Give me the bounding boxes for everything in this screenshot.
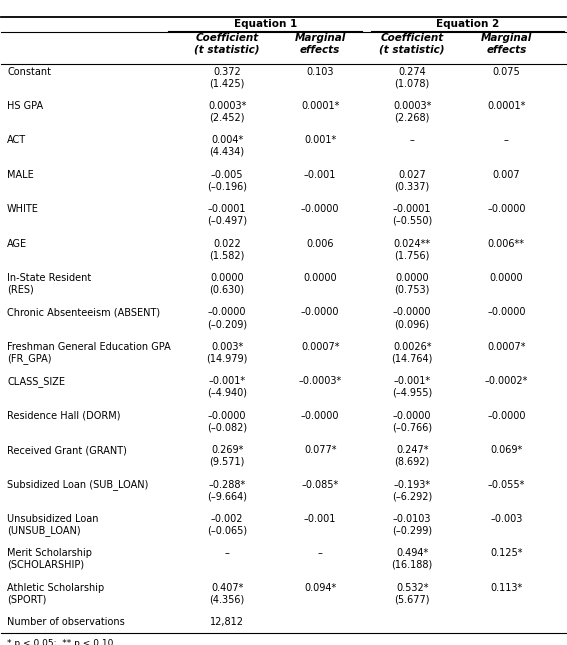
Text: Coefficient
(t statistic): Coefficient (t statistic)	[194, 34, 260, 55]
Text: 0.0001*: 0.0001*	[487, 101, 526, 111]
Text: CLASS_SIZE: CLASS_SIZE	[7, 376, 65, 387]
Text: Chronic Absenteeism (ABSENT): Chronic Absenteeism (ABSENT)	[7, 308, 160, 317]
Text: –0.0000: –0.0000	[301, 204, 340, 214]
Text: –0.085*: –0.085*	[302, 479, 339, 490]
Text: 0.075: 0.075	[493, 66, 521, 77]
Text: 0.027
(0.337): 0.027 (0.337)	[395, 170, 430, 192]
Text: 0.0000
(0.753): 0.0000 (0.753)	[395, 273, 430, 295]
Text: 0.006**: 0.006**	[488, 239, 525, 248]
Text: 0.0007*: 0.0007*	[301, 342, 340, 352]
Text: –0.0001
(–0.497): –0.0001 (–0.497)	[207, 204, 247, 226]
Text: Freshman General Education GPA
(FR_GPA): Freshman General Education GPA (FR_GPA)	[7, 342, 171, 364]
Text: 0.0000: 0.0000	[489, 273, 523, 283]
Text: –0.0003*: –0.0003*	[299, 376, 342, 386]
Text: Equation 1: Equation 1	[234, 19, 297, 28]
Text: Merit Scholarship
(SCHOLARSHIP): Merit Scholarship (SCHOLARSHIP)	[7, 548, 92, 570]
Text: 0.077*: 0.077*	[304, 445, 336, 455]
Text: –0.0000
(–0.209): –0.0000 (–0.209)	[207, 308, 247, 329]
Text: 0.494*
(16.188): 0.494* (16.188)	[392, 548, 433, 570]
Text: Athletic Scholarship
(SPORT): Athletic Scholarship (SPORT)	[7, 583, 104, 604]
Text: 0.007: 0.007	[493, 170, 520, 180]
Text: –0.0000: –0.0000	[301, 308, 340, 317]
Text: –: –	[318, 548, 323, 559]
Text: –: –	[410, 135, 414, 145]
Text: Residence Hall (DORM): Residence Hall (DORM)	[7, 411, 121, 421]
Text: 0.022
(1.582): 0.022 (1.582)	[209, 239, 245, 260]
Text: 0.407*
(4.356): 0.407* (4.356)	[209, 583, 245, 604]
Text: –0.001: –0.001	[304, 170, 336, 180]
Text: 0.274
(1.078): 0.274 (1.078)	[395, 66, 430, 88]
Text: Number of observations: Number of observations	[7, 617, 125, 627]
Text: * p < 0.05;  ** p < 0.10: * p < 0.05; ** p < 0.10	[7, 639, 113, 645]
Text: ACT: ACT	[7, 135, 26, 145]
Text: 0.024**
(1.756): 0.024** (1.756)	[393, 239, 431, 260]
Text: –0.0000: –0.0000	[487, 204, 526, 214]
Text: 0.0003*
(2.268): 0.0003* (2.268)	[393, 101, 431, 123]
Text: 0.001*: 0.001*	[304, 135, 336, 145]
Text: –0.0000
(–0.082): –0.0000 (–0.082)	[207, 411, 247, 432]
Text: 0.006: 0.006	[306, 239, 334, 248]
Text: –0.0000: –0.0000	[487, 411, 526, 421]
Text: –0.002
(–0.065): –0.002 (–0.065)	[207, 514, 247, 535]
Text: –0.005
(–0.196): –0.005 (–0.196)	[207, 170, 247, 192]
Text: 0.0026*
(14.764): 0.0026* (14.764)	[391, 342, 433, 364]
Text: 0.0000: 0.0000	[303, 273, 337, 283]
Text: 0.0003*
(2.452): 0.0003* (2.452)	[208, 101, 246, 123]
Text: –0.003: –0.003	[490, 514, 523, 524]
Text: –0.001*
(–4.940): –0.001* (–4.940)	[207, 376, 247, 398]
Text: 0.113*: 0.113*	[490, 583, 523, 593]
Text: –0.0000
(0.096): –0.0000 (0.096)	[393, 308, 431, 329]
Text: –0.0000: –0.0000	[487, 308, 526, 317]
Text: Marginal
effects: Marginal effects	[294, 34, 346, 55]
Text: 0.0000
(0.630): 0.0000 (0.630)	[210, 273, 244, 295]
Text: –0.288*
(–9.664): –0.288* (–9.664)	[207, 479, 247, 501]
Text: In-State Resident
(RES): In-State Resident (RES)	[7, 273, 91, 295]
Text: –0.0002*: –0.0002*	[485, 376, 528, 386]
Text: MALE: MALE	[7, 170, 34, 180]
Text: 0.247*
(8.692): 0.247* (8.692)	[395, 445, 430, 467]
Text: –0.055*: –0.055*	[488, 479, 525, 490]
Text: Received Grant (GRANT): Received Grant (GRANT)	[7, 445, 127, 455]
Text: –0.0000: –0.0000	[301, 411, 340, 421]
Text: Unsubsidized Loan
(UNSUB_LOAN): Unsubsidized Loan (UNSUB_LOAN)	[7, 514, 99, 537]
Text: AGE: AGE	[7, 239, 27, 248]
Text: 0.094*: 0.094*	[304, 583, 336, 593]
Text: –0.0000
(–0.766): –0.0000 (–0.766)	[392, 411, 432, 432]
Text: –: –	[225, 548, 230, 559]
Text: 0.069*: 0.069*	[490, 445, 523, 455]
Text: 0.0007*: 0.0007*	[487, 342, 526, 352]
Text: –0.193*
(–6.292): –0.193* (–6.292)	[392, 479, 432, 501]
Text: HS GPA: HS GPA	[7, 101, 43, 111]
Text: –0.001: –0.001	[304, 514, 336, 524]
Text: 0.004*
(4.434): 0.004* (4.434)	[210, 135, 244, 157]
Text: 0.003*
(14.979): 0.003* (14.979)	[206, 342, 248, 364]
Text: 0.372
(1.425): 0.372 (1.425)	[209, 66, 245, 88]
Text: Subsidized Loan (SUB_LOAN): Subsidized Loan (SUB_LOAN)	[7, 479, 149, 490]
Text: –: –	[504, 135, 509, 145]
Text: 0.532*
(5.677): 0.532* (5.677)	[395, 583, 430, 604]
Text: 0.103: 0.103	[306, 66, 334, 77]
Text: –0.001*
(–4.955): –0.001* (–4.955)	[392, 376, 432, 398]
Text: Coefficient
(t statistic): Coefficient (t statistic)	[379, 34, 445, 55]
Text: –0.0103
(–0.299): –0.0103 (–0.299)	[392, 514, 432, 535]
Text: 12,812: 12,812	[210, 617, 244, 627]
Text: Equation 2: Equation 2	[436, 19, 500, 28]
Text: 0.0001*: 0.0001*	[301, 101, 340, 111]
Text: Constant: Constant	[7, 66, 51, 77]
Text: WHITE: WHITE	[7, 204, 39, 214]
Text: –0.0001
(–0.550): –0.0001 (–0.550)	[392, 204, 432, 226]
Text: 0.269*
(9.571): 0.269* (9.571)	[209, 445, 245, 467]
Text: 0.125*: 0.125*	[490, 548, 523, 559]
Text: Marginal
effects: Marginal effects	[481, 34, 532, 55]
